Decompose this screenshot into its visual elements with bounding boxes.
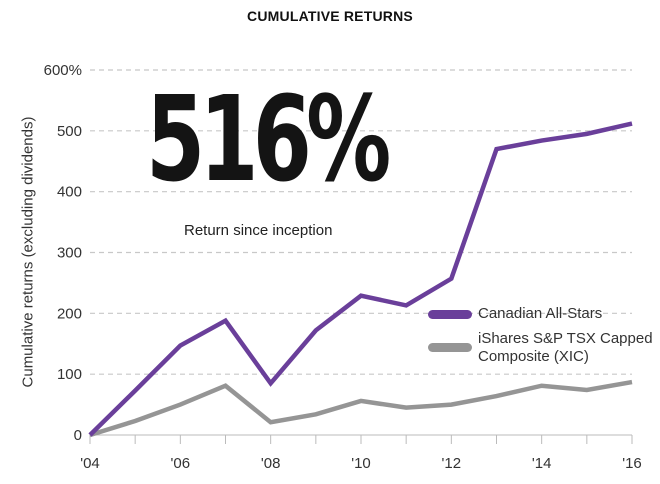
series-line-xic	[89, 379, 633, 438]
headline-return-value: 516%	[146, 70, 391, 208]
y-tick-label: 400	[57, 184, 82, 201]
y-tick-label: 600%	[44, 62, 82, 79]
x-tick-label: '10	[351, 455, 371, 472]
legend-label-xic: iShares S&P TSX Capped Composite (XIC)	[478, 330, 653, 365]
chart-title: CUMULATIVE RETURNS	[247, 8, 413, 24]
y-tick-label: 300	[57, 245, 82, 262]
legend-label-all-stars: Canadian All-Stars	[478, 305, 603, 322]
x-tick-label: '16	[622, 455, 642, 472]
x-tick-label: '14	[532, 455, 552, 472]
x-tick-label: '06	[171, 455, 191, 472]
x-tick-label: '04	[80, 455, 100, 472]
x-tick-label: '08	[261, 455, 281, 472]
y-tick-label: 0	[74, 427, 82, 444]
legend-swatch-all-stars	[428, 310, 472, 319]
x-tick-label: '12	[442, 455, 462, 472]
y-tick-label: 200	[57, 305, 82, 322]
y-tick-label: 500	[57, 123, 82, 140]
headline-return-caption: Return since inception	[184, 222, 333, 239]
y-tick-label: 100	[57, 366, 82, 383]
legend-swatch-xic	[428, 343, 472, 352]
